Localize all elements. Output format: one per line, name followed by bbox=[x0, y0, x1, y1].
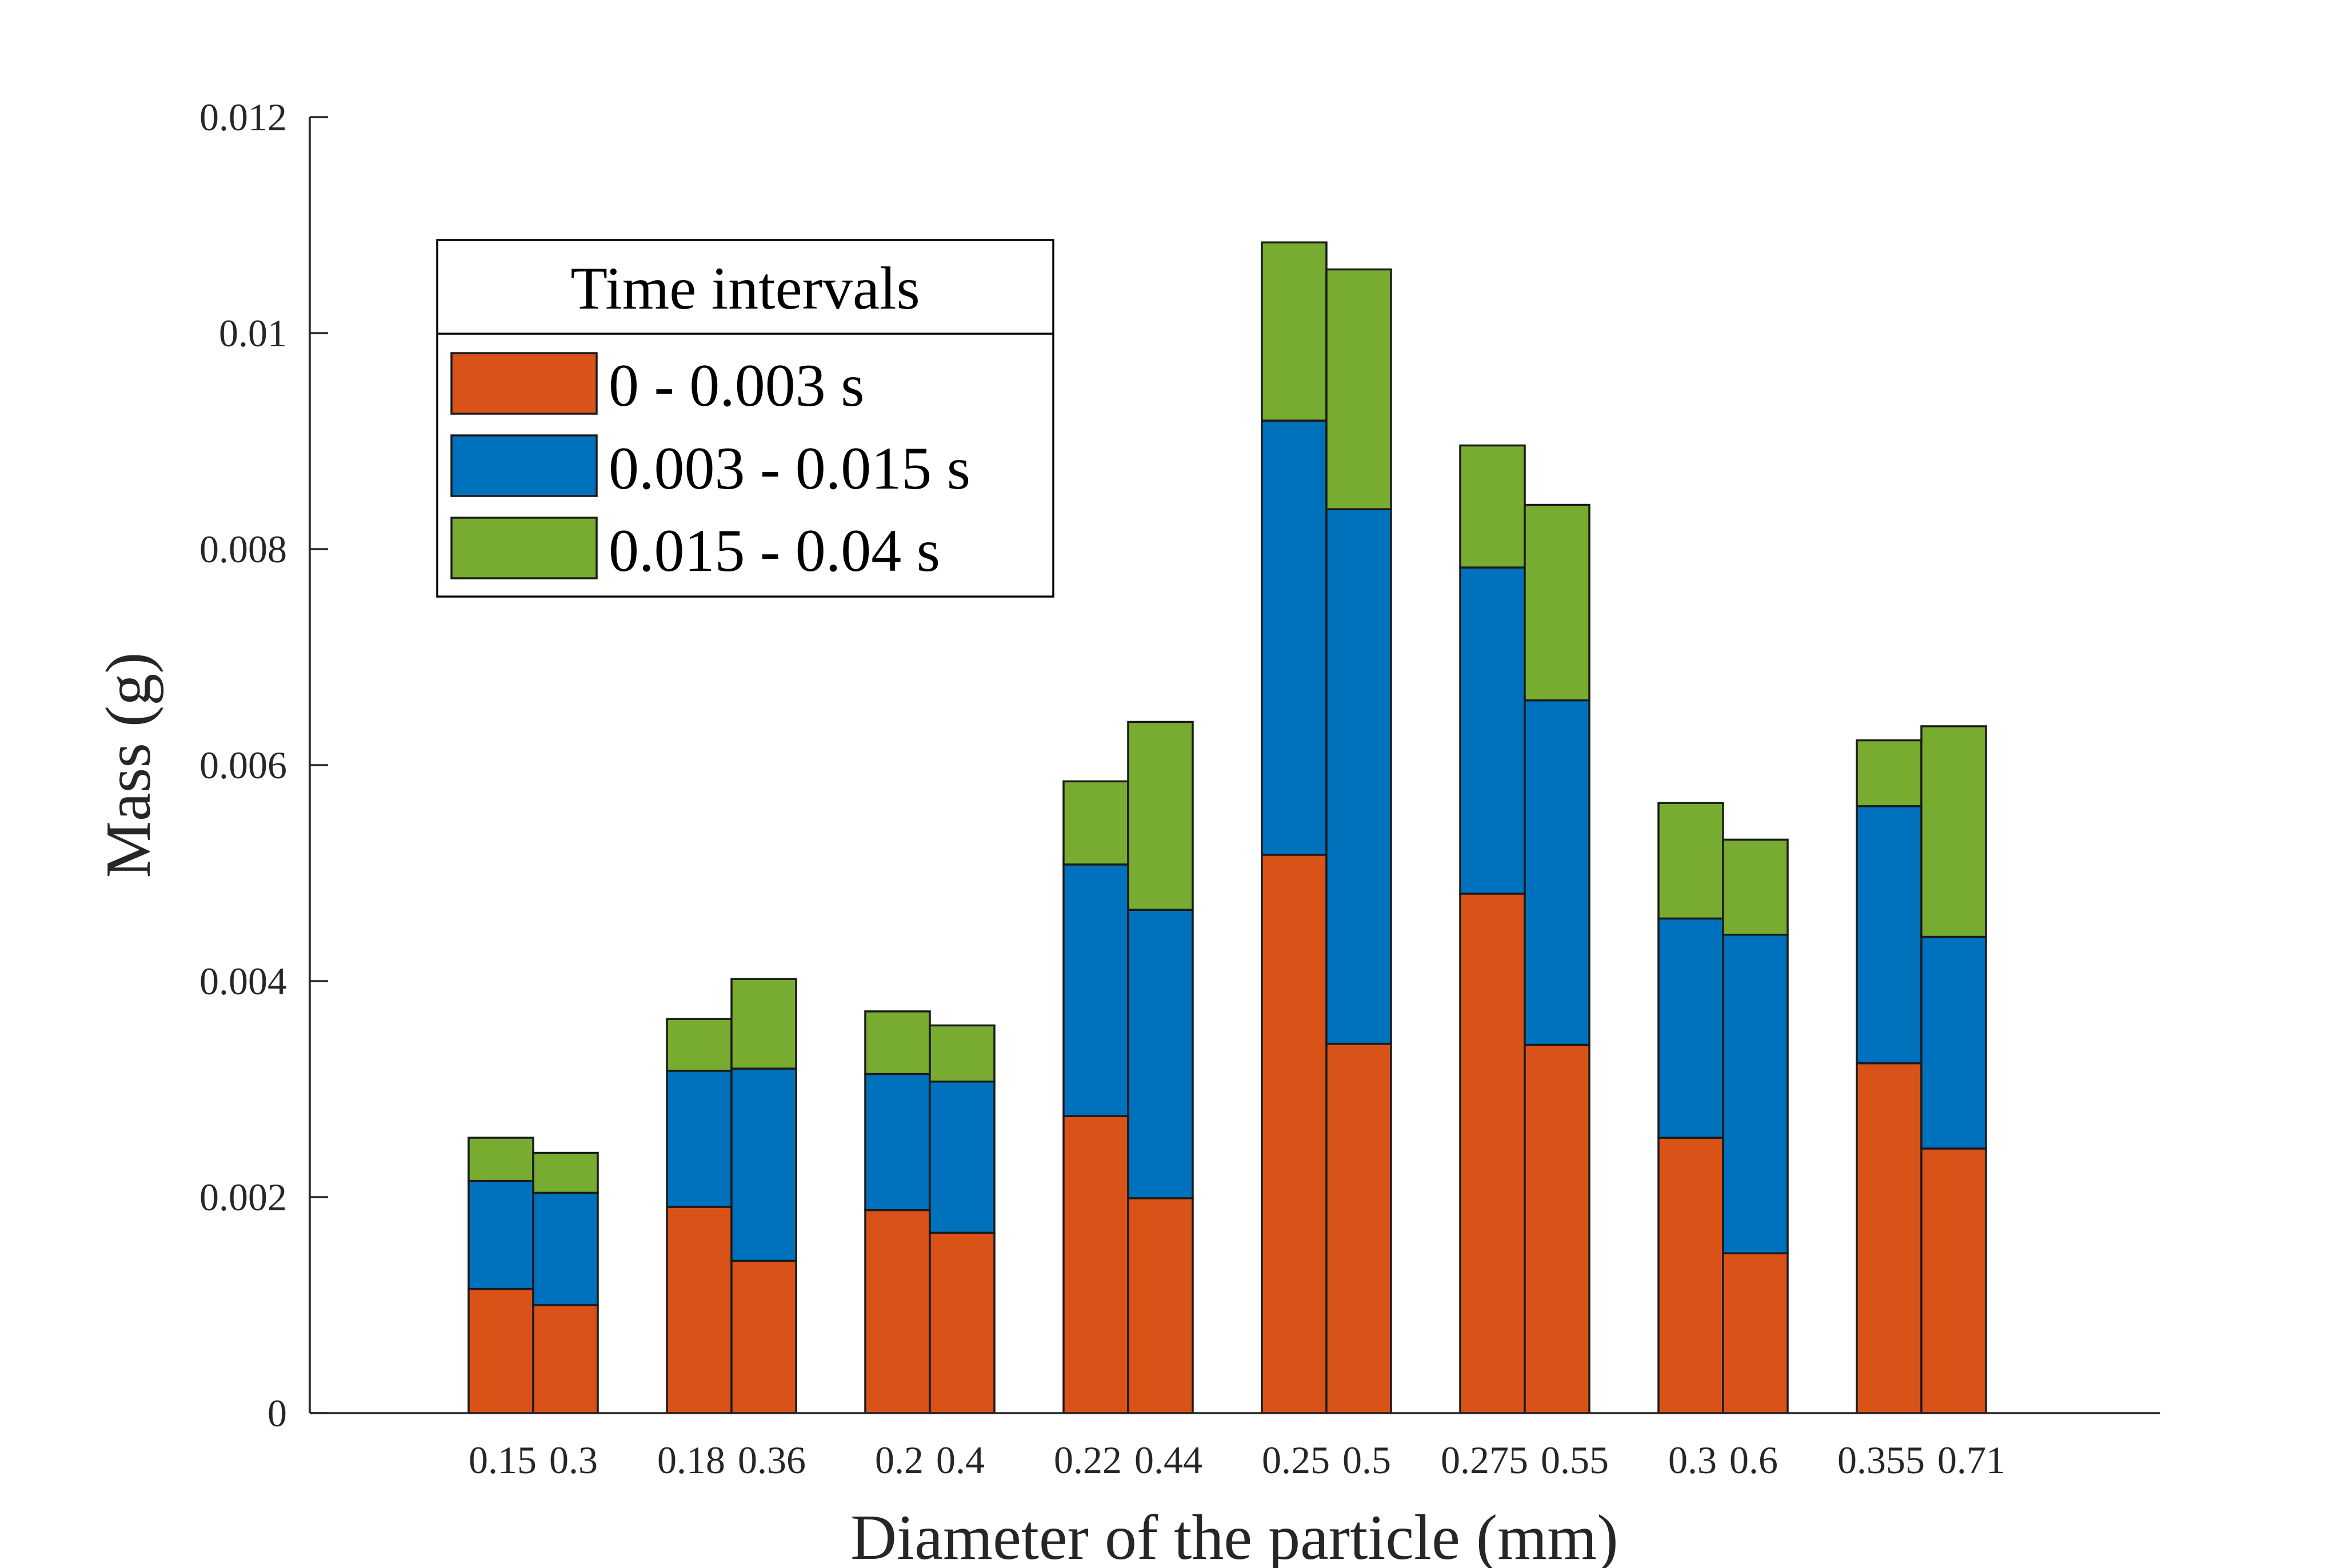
bar-0.275-series-3 bbox=[1459, 444, 1526, 569]
y-tick-label: 0.002 bbox=[199, 1175, 287, 1219]
bar-0.18-series-3 bbox=[666, 1018, 733, 1072]
y-tick-label: 0.01 bbox=[219, 311, 287, 355]
x-tick-label-group: 0.2 0.4 bbox=[875, 1438, 985, 1482]
legend-label-series-2: 0.003 - 0.015 s bbox=[609, 435, 970, 502]
bar-0.4-series-3 bbox=[929, 1024, 996, 1083]
bar-0.2-series-2 bbox=[864, 1073, 931, 1211]
bar-0.18-series-1 bbox=[666, 1206, 733, 1414]
x-tick-label: 0.4 bbox=[936, 1438, 985, 1482]
y-tick-label: 0.004 bbox=[199, 959, 287, 1003]
bar-0.6-series-2 bbox=[1722, 933, 1789, 1255]
bar-0.3-series-1 bbox=[532, 1304, 599, 1414]
bar-0.22-series-1 bbox=[1062, 1115, 1129, 1414]
bar-0.6-series-3 bbox=[1722, 838, 1789, 936]
bar-0.71-series-1 bbox=[1920, 1147, 1987, 1414]
x-tick-label: 0.3 bbox=[549, 1438, 598, 1482]
legend-swatch-series-2 bbox=[450, 434, 598, 497]
x-tick-label: 0.355 bbox=[1837, 1438, 1925, 1482]
bar-0.71-series-3 bbox=[1920, 725, 1987, 938]
x-tick-label-group: 0.22 0.44 bbox=[1054, 1438, 1202, 1482]
bar-0.18-series-2 bbox=[666, 1070, 733, 1208]
bar-0.22-series-3 bbox=[1062, 780, 1129, 866]
bar-0.44-series-2 bbox=[1127, 909, 1194, 1199]
x-tick-label-group: 0.18 0.36 bbox=[657, 1438, 806, 1482]
x-tick-label: 0.71 bbox=[1937, 1438, 2005, 1482]
bar-0.355-series-1 bbox=[1856, 1062, 1923, 1414]
legend-label-series-1: 0 - 0.003 s bbox=[609, 352, 865, 419]
y-tick-label: 0.006 bbox=[199, 743, 287, 787]
y-tick-label: 0 bbox=[267, 1391, 287, 1435]
bar-0.44-series-3 bbox=[1127, 721, 1194, 911]
bar-0.3-series-2 bbox=[1657, 917, 1724, 1139]
bar-0.3-series-3 bbox=[1657, 802, 1724, 920]
bar-0.2-series-3 bbox=[864, 1010, 931, 1075]
x-tick-label: 0.5 bbox=[1342, 1438, 1391, 1482]
bar-0.275-series-1 bbox=[1459, 893, 1526, 1414]
legend-swatch-series-1 bbox=[450, 352, 598, 415]
bar-0.4-series-2 bbox=[929, 1081, 996, 1234]
bar-0.55-series-2 bbox=[1524, 699, 1590, 1046]
bar-0.55-series-1 bbox=[1524, 1043, 1590, 1414]
x-tick-label: 0.2 bbox=[875, 1438, 924, 1482]
legend-swatch-series-3 bbox=[450, 517, 598, 579]
bars-layer bbox=[467, 241, 1987, 1414]
bar-0.15-series-2 bbox=[467, 1179, 534, 1290]
bar-0.275-series-2 bbox=[1459, 566, 1526, 895]
x-tick-label: 0.25 bbox=[1262, 1438, 1330, 1482]
y-axis-title: Mass (g) bbox=[93, 652, 164, 878]
bar-0.15-series-3 bbox=[467, 1137, 534, 1182]
bar-0.25-series-3 bbox=[1261, 241, 1328, 422]
x-tick-label: 0.6 bbox=[1729, 1438, 1778, 1482]
bar-0.3-series-1 bbox=[1657, 1137, 1724, 1414]
legend-title: Time intervals bbox=[570, 255, 920, 322]
bar-0.6-series-1 bbox=[1722, 1252, 1789, 1414]
x-tick-label-group: 0.355 0.71 bbox=[1837, 1438, 2005, 1482]
bar-0.71-series-2 bbox=[1920, 935, 1987, 1150]
bar-0.5-series-2 bbox=[1325, 508, 1392, 1045]
bar-0.36-series-2 bbox=[730, 1067, 797, 1262]
x-tick-label: 0.36 bbox=[738, 1438, 806, 1482]
bar-0.55-series-3 bbox=[1524, 503, 1590, 702]
y-tick-label: 0.012 bbox=[199, 95, 287, 139]
bar-0.36-series-3 bbox=[730, 978, 797, 1070]
x-tick-label: 0.15 bbox=[469, 1438, 537, 1482]
bar-0.355-series-3 bbox=[1856, 739, 1923, 807]
x-tick-label: 0.275 bbox=[1441, 1438, 1528, 1482]
x-tick-label-group: 0.275 0.55 bbox=[1441, 1438, 1609, 1482]
bar-0.3-series-2 bbox=[532, 1191, 599, 1306]
x-tick-label-group: 0.15 0.3 bbox=[469, 1438, 598, 1482]
bar-0.44-series-1 bbox=[1127, 1197, 1194, 1414]
legend-label-series-3: 0.015 - 0.04 s bbox=[609, 517, 940, 584]
x-tick-label: 0.55 bbox=[1541, 1438, 1609, 1482]
x-tick-label-group: 0.25 0.5 bbox=[1262, 1438, 1391, 1482]
x-tick-labels: 0.15 0.3 0.18 0.36 0.2 0.4 0.22 0.44 0.25 0.5 0.27… bbox=[469, 1438, 2005, 1482]
bar-0.355-series-2 bbox=[1856, 805, 1923, 1065]
y-ticks: 0 0.002 0.004 0.006 0.008 0.01 0.012 bbox=[199, 95, 328, 1435]
x-axis-title: Diameter of the particle (mm) bbox=[850, 1502, 1618, 1568]
bar-0.4-series-1 bbox=[929, 1231, 996, 1414]
bar-0.5-series-3 bbox=[1325, 268, 1392, 510]
bar-0.25-series-2 bbox=[1261, 419, 1328, 856]
bar-0.5-series-1 bbox=[1325, 1042, 1392, 1414]
bar-0.3-series-3 bbox=[532, 1151, 599, 1194]
bar-0.2-series-1 bbox=[864, 1209, 931, 1414]
bar-0.15-series-1 bbox=[467, 1287, 534, 1414]
x-tick-label: 0.44 bbox=[1134, 1438, 1202, 1482]
x-tick-label: 0.18 bbox=[657, 1438, 725, 1482]
y-tick-label: 0.008 bbox=[199, 527, 287, 571]
bar-0.25-series-1 bbox=[1261, 854, 1328, 1414]
bar-0.36-series-1 bbox=[730, 1259, 797, 1414]
x-tick-label: 0.22 bbox=[1054, 1438, 1122, 1482]
legend: Time intervals 0 - 0.003 s 0.003 - 0.015… bbox=[436, 239, 1054, 598]
x-tick-label: 0.3 bbox=[1668, 1438, 1717, 1482]
bar-0.22-series-2 bbox=[1062, 863, 1129, 1117]
x-tick-label-group: 0.3 0.6 bbox=[1668, 1438, 1778, 1482]
